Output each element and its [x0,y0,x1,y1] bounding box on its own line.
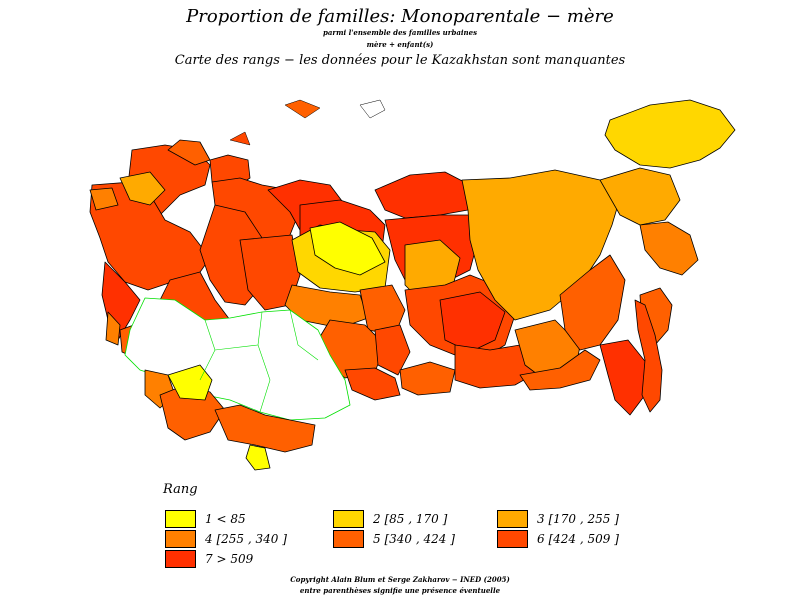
region-khabarovsk [559,254,626,351]
map-subtitle-definition: mère + enfant(s) [366,40,434,49]
legend-swatch [165,530,196,548]
region-amur [519,349,601,391]
region-taymyr [374,171,471,219]
region-tuva [399,361,456,396]
legend-label: 6 [424 , 509 ] [537,532,619,546]
legend-label: 2 [85 , 170 ] [373,512,448,526]
legend-swatch [497,510,528,528]
region-kemerovo [374,324,411,376]
footnote: entre parenthèses signifie une présence … [299,586,501,595]
legend-item-1: 1 < 85 [165,510,246,528]
region-irkutsk-core [439,291,506,353]
region-koryak [639,221,699,276]
legend-label: 5 [340 , 424 ] [373,532,455,546]
legend-swatch [497,530,528,548]
region-sakhalin [634,299,663,413]
region-magadan [599,167,681,226]
region-tajikistan [245,444,271,471]
legend-swatch [165,550,196,568]
legend-swatch [333,530,364,548]
legend-swatch [165,510,196,528]
map-subtitle-note: Carte des rangs − les données pour le Ka… [174,53,626,68]
region-chukotka [604,99,736,169]
region-tyumen [309,221,386,276]
region-smolensk [89,187,119,211]
legend-swatch [333,510,364,528]
region-primorye [599,339,649,416]
region-tomsk [359,284,406,336]
region-altai [344,367,401,401]
region-uzbekistan [167,364,213,401]
region-central-north [119,171,166,206]
legend-item-7: 7 > 509 [165,550,253,568]
copyright-note: Copyright Alain Blum et Serge Zakharov −… [290,575,510,584]
legend-item-2: 2 [85 , 170 ] [333,510,447,528]
legend-item-5: 5 [340 , 424 ] [333,530,455,548]
legend-item-3: 3 [170 , 255 ] [497,510,619,528]
region-krasnodar [105,311,121,346]
region-omsk [284,284,369,329]
legend-title: Rang [163,482,198,497]
region-central-asia-south [214,404,316,453]
legend-label: 3 [170 , 255 ] [537,512,619,526]
map-title: Proportion de familles: Monoparentale − … [186,6,614,27]
legend-item-6: 6 [424 , 509 ] [497,530,619,548]
legend-item-4: 4 [255 , 340 ] [165,530,287,548]
legend-label: 4 [255 , 340 ] [205,532,287,546]
legend-label: 1 < 85 [205,512,246,526]
arctic-islands [229,99,386,146]
map-subtitle-population: parmi l'ensemble des familles urbaines [322,28,478,37]
region-karelia [167,139,211,166]
legend-label: 7 > 509 [205,552,254,566]
kazakhstan-internal-borders [199,309,319,413]
